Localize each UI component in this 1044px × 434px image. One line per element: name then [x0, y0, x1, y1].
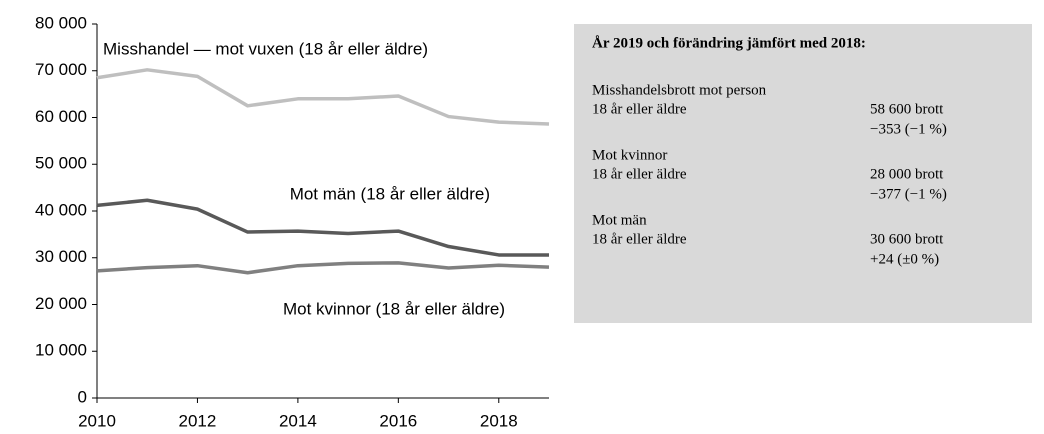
info-value: 30 600 brott [870, 231, 944, 247]
info-change: +24 (±0 %) [870, 251, 939, 267]
info-value: 28 000 brott [870, 166, 944, 182]
y-tick-label: 70 000 [35, 60, 87, 79]
y-tick-label: 20 000 [35, 294, 87, 313]
y-tick-label: 50 000 [35, 154, 87, 173]
info-value: 58 600 brott [870, 101, 944, 117]
y-tick-label: 80 000 [35, 13, 87, 32]
info-label: Misshandelsbrott mot person [592, 82, 767, 98]
info-title: År 2019 och förändring jämfört med 2018: [592, 35, 866, 51]
info-box [574, 24, 1032, 323]
x-tick-label: 2016 [379, 411, 417, 430]
x-tick-label: 2018 [480, 411, 518, 430]
info-sublabel: 18 år eller äldre [592, 231, 687, 247]
y-tick-label: 10 000 [35, 341, 87, 360]
series-label: Mot kvinnor (18 år eller äldre) [283, 299, 505, 318]
x-tick-label: 2010 [78, 411, 116, 430]
info-sublabel: 18 år eller äldre [592, 166, 687, 182]
y-tick-label: 0 [78, 387, 87, 406]
info-label: Mot män [592, 212, 647, 228]
info-label: Mot kvinnor [592, 147, 667, 163]
series-label: Misshandel — mot vuxen (18 år eller äldr… [103, 39, 428, 58]
y-tick-label: 60 000 [35, 107, 87, 126]
y-tick-label: 40 000 [35, 200, 87, 219]
info-sublabel: 18 år eller äldre [592, 101, 687, 117]
info-change: −353 (−1 %) [870, 121, 947, 137]
series-label: Mot män (18 år eller äldre) [290, 184, 490, 203]
info-change: −377 (−1 %) [870, 186, 947, 202]
x-tick-label: 2014 [279, 411, 317, 430]
y-tick-label: 30 000 [35, 247, 87, 266]
series-line [96, 261, 550, 275]
series-line [96, 198, 549, 257]
series-line [96, 68, 550, 126]
x-tick-label: 2012 [179, 411, 217, 430]
